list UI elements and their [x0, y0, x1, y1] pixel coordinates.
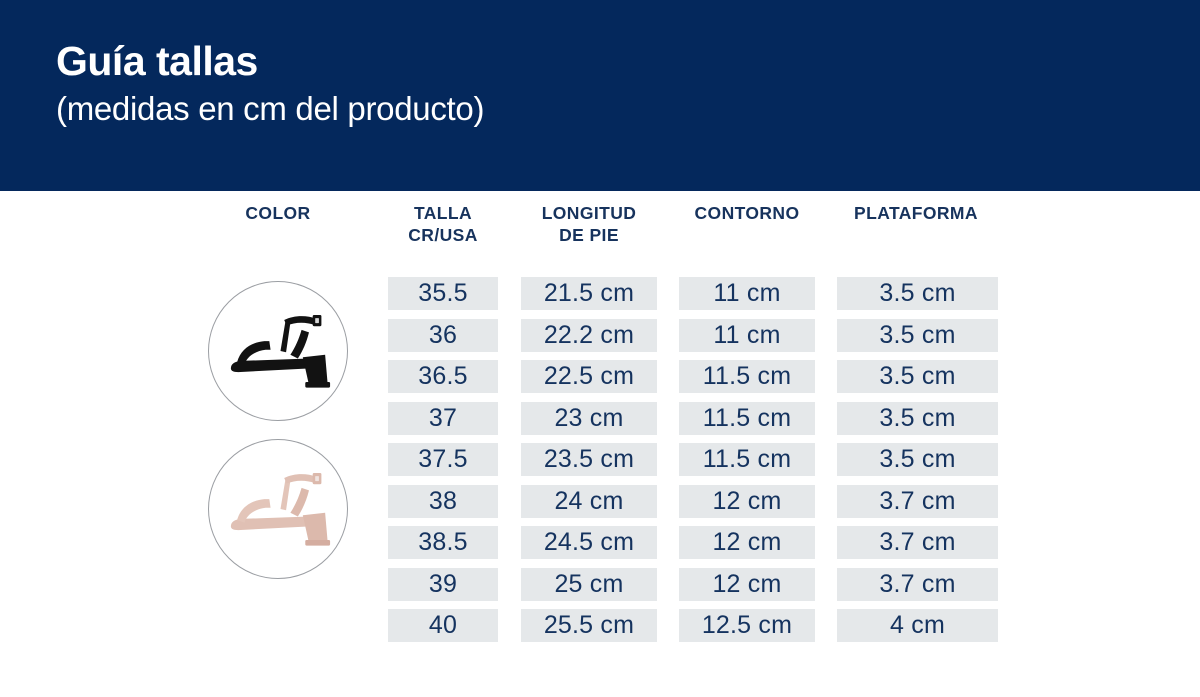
color-swatch-nude[interactable]: [208, 439, 348, 579]
cell-contorno: 11.5 cm: [679, 401, 815, 435]
cell-longitud: 21.5 cm: [521, 277, 657, 310]
cell-talla: 38: [388, 484, 498, 518]
cell-contorno: 12 cm: [679, 526, 815, 559]
color-column: [188, 277, 368, 677]
cell-contorno: 12.5 cm: [679, 609, 815, 642]
cell-plataforma: 3.7 cm: [837, 484, 998, 518]
page-subtitle: (medidas en cm del producto): [56, 90, 485, 128]
cell-longitud: 24.5 cm: [521, 526, 657, 559]
cell-contorno: 12 cm: [679, 567, 815, 601]
column-header-talla-line2: CR/USA: [408, 224, 478, 245]
column-header-color: COLOR: [245, 203, 311, 223]
cell-longitud: 25.5 cm: [521, 609, 657, 642]
table-row: 38 24 cm 12 cm 3.7 cm: [0, 484, 1200, 527]
table-row: 35.5 21.5 cm 11 cm 3.5 cm: [0, 277, 1200, 319]
cell-plataforma: 4 cm: [837, 609, 998, 642]
cell-talla: 37: [388, 401, 498, 435]
cell-contorno: 11 cm: [679, 277, 815, 310]
cell-plataforma: 3.5 cm: [837, 360, 998, 393]
table-row: 37 23 cm 11.5 cm 3.5 cm: [0, 401, 1200, 444]
table-row: 37.5 23.5 cm 11.5 cm 3.5 cm: [0, 443, 1200, 485]
cell-contorno: 11.5 cm: [679, 443, 815, 476]
column-header-contorno: CONTORNO: [694, 203, 800, 223]
cell-longitud: 23.5 cm: [521, 443, 657, 476]
block-heel-sandal-icon: [230, 473, 331, 546]
table-row: 36.5 22.5 cm 11.5 cm 3.5 cm: [0, 360, 1200, 402]
cell-longitud: 23 cm: [521, 401, 657, 435]
page-header: Guía tallas (medidas en cm del producto): [0, 0, 1200, 191]
cell-plataforma: 3.7 cm: [837, 526, 998, 559]
cell-contorno: 11 cm: [679, 318, 815, 352]
column-header-longitud-line1: LONGITUD: [541, 203, 637, 223]
table-row: 38.5 24.5 cm 12 cm 3.7 cm: [0, 526, 1200, 568]
cell-plataforma: 3.5 cm: [837, 318, 998, 352]
cell-talla: 36: [388, 318, 498, 352]
block-heel-sandal-icon: [230, 315, 331, 388]
column-header-plataforma: PLATAFORMA: [854, 203, 978, 223]
table-row: 40 25.5 cm 12.5 cm 4 cm: [0, 609, 1200, 651]
cell-talla: 39: [388, 567, 498, 601]
cell-plataforma: 3.5 cm: [837, 401, 998, 435]
column-header-talla-line1: TALLA: [413, 203, 473, 223]
cell-talla: 37.5: [388, 443, 498, 476]
color-swatch-black[interactable]: [208, 281, 348, 421]
cell-longitud: 24 cm: [521, 484, 657, 518]
page-title: Guía tallas: [56, 38, 258, 84]
column-header-longitud-line2: DE PIE: [559, 224, 619, 245]
cell-talla: 35.5: [388, 277, 498, 310]
cell-longitud: 22.2 cm: [521, 318, 657, 352]
column-header-talla: TALLA CR/USA: [371, 203, 515, 247]
measurement-grid: 35.5 21.5 cm 11 cm 3.5 cm 36 22.2 cm 11 …: [0, 277, 1200, 651]
table-row: 39 25 cm 12 cm 3.7 cm: [0, 567, 1200, 610]
table-column-headers: COLOR TALLA CR/USA LONGITUD DE PIE CONTO…: [0, 203, 1200, 263]
cell-plataforma: 3.5 cm: [837, 277, 998, 310]
cell-talla: 36.5: [388, 360, 498, 393]
cell-contorno: 12 cm: [679, 484, 815, 518]
cell-plataforma: 3.7 cm: [837, 567, 998, 601]
cell-longitud: 25 cm: [521, 567, 657, 601]
cell-contorno: 11.5 cm: [679, 360, 815, 393]
cell-plataforma: 3.5 cm: [837, 443, 998, 476]
cell-longitud: 22.5 cm: [521, 360, 657, 393]
size-guide-table: COLOR TALLA CR/USA LONGITUD DE PIE CONTO…: [0, 191, 1200, 697]
column-header-longitud: LONGITUD DE PIE: [517, 203, 661, 247]
table-row: 36 22.2 cm 11 cm 3.5 cm: [0, 318, 1200, 361]
cell-talla: 38.5: [388, 526, 498, 559]
cell-talla: 40: [388, 609, 498, 642]
